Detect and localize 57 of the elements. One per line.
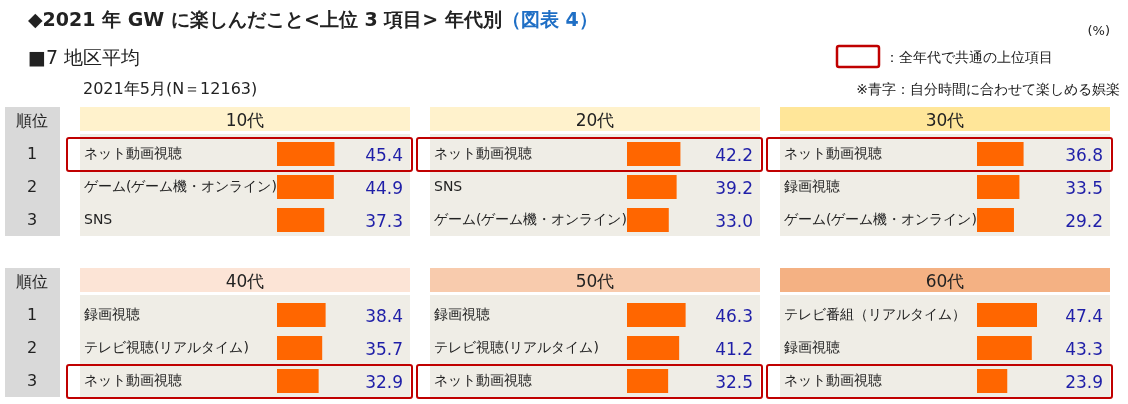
text: （図表 4） [501, 8, 598, 30]
data-label: 33.0 [715, 211, 753, 231]
data-label: 38.4 [365, 306, 403, 326]
text: 2 [26, 338, 38, 357]
y-tick-label: テレビ視聴(リアルタイム) [84, 339, 249, 355]
text: 3 [26, 371, 38, 390]
data-label: 46.3 [715, 306, 753, 326]
y-tick-label: ネット動画視聴 [84, 145, 182, 161]
y-tick-label: ネット動画視聴 [434, 145, 532, 161]
data-label: 32.9 [365, 372, 403, 392]
y-tick-label: ネット動画視聴 [434, 372, 532, 388]
y-tick-label: テレビ番組（リアルタイム） [784, 306, 966, 322]
y-tick-label: 録画視聴 [84, 306, 140, 322]
data-label: 33.5 [1065, 178, 1103, 198]
y-tick-label: SNS [434, 178, 463, 194]
text: 順位 [16, 272, 48, 291]
data-label: 43.3 [1065, 339, 1103, 359]
text: ◆2021 年 GW に楽しんだこと<上位 3 項目> 年代別 [28, 8, 502, 30]
text: (%) [1087, 23, 1110, 38]
y-tick-label: 録画視聴 [434, 306, 490, 322]
y-tick-label: ネット動画視聴 [784, 145, 882, 161]
data-label: 39.2 [715, 178, 753, 198]
text: ：全年代で共通の上位項目 [885, 49, 1053, 65]
data-label: 42.2 [715, 145, 753, 165]
text: 順位 [16, 111, 48, 130]
y-tick-label: 録画視聴 [784, 339, 840, 355]
text: 1 [26, 305, 38, 324]
text: 2 [26, 177, 38, 196]
y-tick-label: 録画視聴 [784, 178, 840, 194]
data-label: 47.4 [1065, 306, 1103, 326]
data-label: 23.9 [1065, 372, 1103, 392]
data-label: 32.5 [715, 372, 753, 392]
y-tick-label: ゲーム(ゲーム機・オンライン) [784, 211, 977, 227]
y-tick-label: テレビ視聴(リアルタイム) [434, 339, 599, 355]
chart-title: 30代 [925, 110, 965, 130]
text: 2021年5月(N＝12163) [83, 79, 258, 98]
data-label: 36.8 [1065, 145, 1103, 165]
data-label: 35.7 [365, 339, 403, 359]
text: 1 [26, 144, 38, 163]
y-tick-label: ゲーム(ゲーム機・オンライン) [434, 211, 627, 227]
y-tick-label: SNS [84, 211, 113, 227]
text: ※青字：自分時間に合わせて楽しめる娯楽 [856, 81, 1120, 97]
data-label: 45.4 [365, 145, 403, 165]
chart-title: 10代 [225, 110, 265, 130]
chart-title: 20代 [575, 110, 615, 130]
data-label: 29.2 [1065, 211, 1103, 231]
chart-title: 40代 [225, 271, 265, 291]
text: ■7 地区平均 [28, 46, 141, 68]
chart-title: 50代 [575, 271, 615, 291]
y-tick-label: ゲーム(ゲーム機・オンライン) [84, 178, 277, 194]
y-tick-label: ネット動画視聴 [84, 372, 182, 388]
data-label: 37.3 [365, 211, 403, 231]
y-tick-label: ネット動画視聴 [784, 372, 882, 388]
chart-title: 60代 [925, 271, 965, 291]
data-label: 44.9 [365, 178, 403, 198]
data-label: 41.2 [715, 339, 753, 359]
text: 3 [26, 210, 38, 229]
